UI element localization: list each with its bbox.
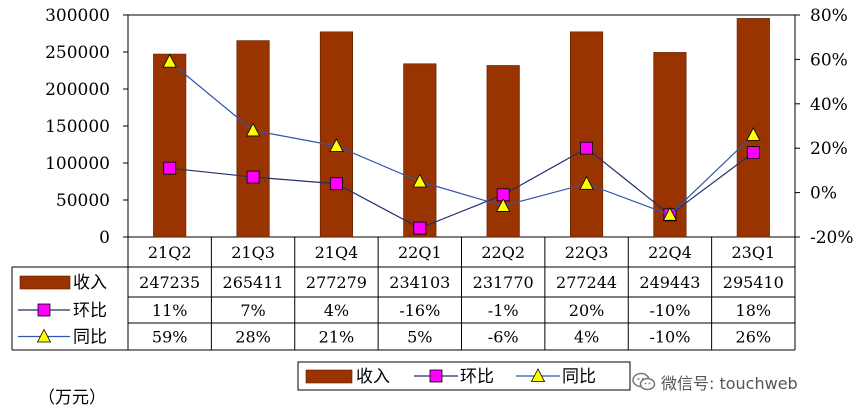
bar xyxy=(403,63,437,238)
bar xyxy=(236,40,270,238)
row-label: 收入 xyxy=(73,273,107,293)
marker-triangle xyxy=(245,122,261,137)
category-label: 21Q3 xyxy=(231,243,275,262)
series-line-2 xyxy=(169,61,754,216)
bar xyxy=(153,53,187,238)
marker-triangle xyxy=(579,175,594,190)
watermark-text: 微信号: touchweb xyxy=(661,374,798,393)
right-axis-tick-label: 0% xyxy=(810,184,837,204)
row-key-bar xyxy=(19,275,71,290)
data-label: 28% xyxy=(235,328,271,347)
unit-label: （万元） xyxy=(38,388,106,408)
right-axis-tick-label: 40% xyxy=(810,95,848,115)
data-label: 231770 xyxy=(473,273,534,292)
marker-triangle xyxy=(329,138,344,152)
left-axis-tick-label: 0 xyxy=(99,228,110,248)
data-table: 21Q2 21Q3 21Q4 22Q1 22Q2 22Q3 22Q4 23Q1 247235 26… xyxy=(11,237,796,351)
data-label: 295410 xyxy=(723,273,784,292)
data-label: 4% xyxy=(574,328,599,347)
marker-triangle xyxy=(162,53,177,68)
plot-area xyxy=(127,14,796,238)
marker-square xyxy=(580,141,593,155)
row-key-marker xyxy=(36,328,52,343)
data-label: 277279 xyxy=(306,273,367,292)
left-axis-tick-label: 250000 xyxy=(45,43,110,63)
marker-triangle xyxy=(496,198,511,212)
data-label: 21% xyxy=(319,328,355,347)
data-label: 5% xyxy=(407,328,432,347)
marker-triangle xyxy=(746,127,761,141)
data-label: 59% xyxy=(152,328,188,347)
series-line-1 xyxy=(169,147,754,229)
data-label: -1% xyxy=(488,301,519,320)
data-label: 249443 xyxy=(639,273,700,292)
left-axis-tick-label: 300000 xyxy=(45,6,110,26)
left-axis-tick-label: 150000 xyxy=(45,117,110,137)
legend-label: 同比 xyxy=(562,367,596,387)
data-label: 247235 xyxy=(139,273,200,292)
data-label: 4% xyxy=(324,301,349,320)
data-label: 265411 xyxy=(223,273,284,292)
legend-label: 收入 xyxy=(356,367,390,387)
left-axis-tick-label: 200000 xyxy=(45,80,110,100)
data-label: -10% xyxy=(649,301,690,320)
right-axis-tick-label: 20% xyxy=(810,139,848,159)
legend-key-marker xyxy=(429,369,443,383)
data-label: 11% xyxy=(152,301,188,320)
row-key-marker xyxy=(37,303,51,317)
right-axis-tick-label: -20% xyxy=(810,228,854,248)
left-axis-tick-label: 50000 xyxy=(56,191,110,211)
category-label: 22Q2 xyxy=(481,243,525,262)
marker-square xyxy=(746,146,760,160)
data-label: 7% xyxy=(240,301,265,320)
data-label: 20% xyxy=(569,301,605,320)
category-label: 22Q4 xyxy=(648,243,692,262)
category-label: 23Q1 xyxy=(731,243,775,262)
legend-box xyxy=(297,361,631,391)
row-label: 同比 xyxy=(73,328,107,348)
left-axis-tick-label: 100000 xyxy=(45,154,110,174)
legend-key-marker xyxy=(530,368,546,382)
category-label: 21Q4 xyxy=(315,243,359,262)
watermark: 微信号: touchweb xyxy=(632,370,798,394)
category-label: 21Q2 xyxy=(148,243,192,262)
marker-triangle xyxy=(412,173,427,188)
data-label: 277244 xyxy=(556,273,617,292)
line-series xyxy=(162,53,761,235)
bar xyxy=(319,31,353,238)
wechat-icon xyxy=(632,372,656,391)
data-label: 234103 xyxy=(389,273,450,292)
data-label: 26% xyxy=(736,328,772,347)
legend-label: 环比 xyxy=(460,367,494,387)
bar xyxy=(570,31,604,238)
marker-square xyxy=(413,221,427,235)
data-label: -10% xyxy=(649,328,690,347)
category-label: 22Q1 xyxy=(398,243,442,262)
data-label: 18% xyxy=(736,301,772,320)
row-label: 环比 xyxy=(73,301,107,321)
bar-series xyxy=(153,18,770,238)
marker-square xyxy=(330,177,343,191)
legend-key-bar xyxy=(305,369,353,384)
marker-square xyxy=(246,170,260,184)
legend: 收入 环比 同比 xyxy=(297,361,631,391)
right-axis-tick-label: 80% xyxy=(810,6,848,26)
marker-square xyxy=(163,161,177,175)
data-label: -16% xyxy=(399,301,440,320)
data-label: -6% xyxy=(488,328,519,347)
category-label: 22Q3 xyxy=(565,243,609,262)
right-axis-tick-label: 60% xyxy=(810,50,848,70)
marker-triangle xyxy=(662,206,678,221)
axes: 0 50000 100000 150000 200000 250000 300000 -20%… xyxy=(45,6,853,248)
